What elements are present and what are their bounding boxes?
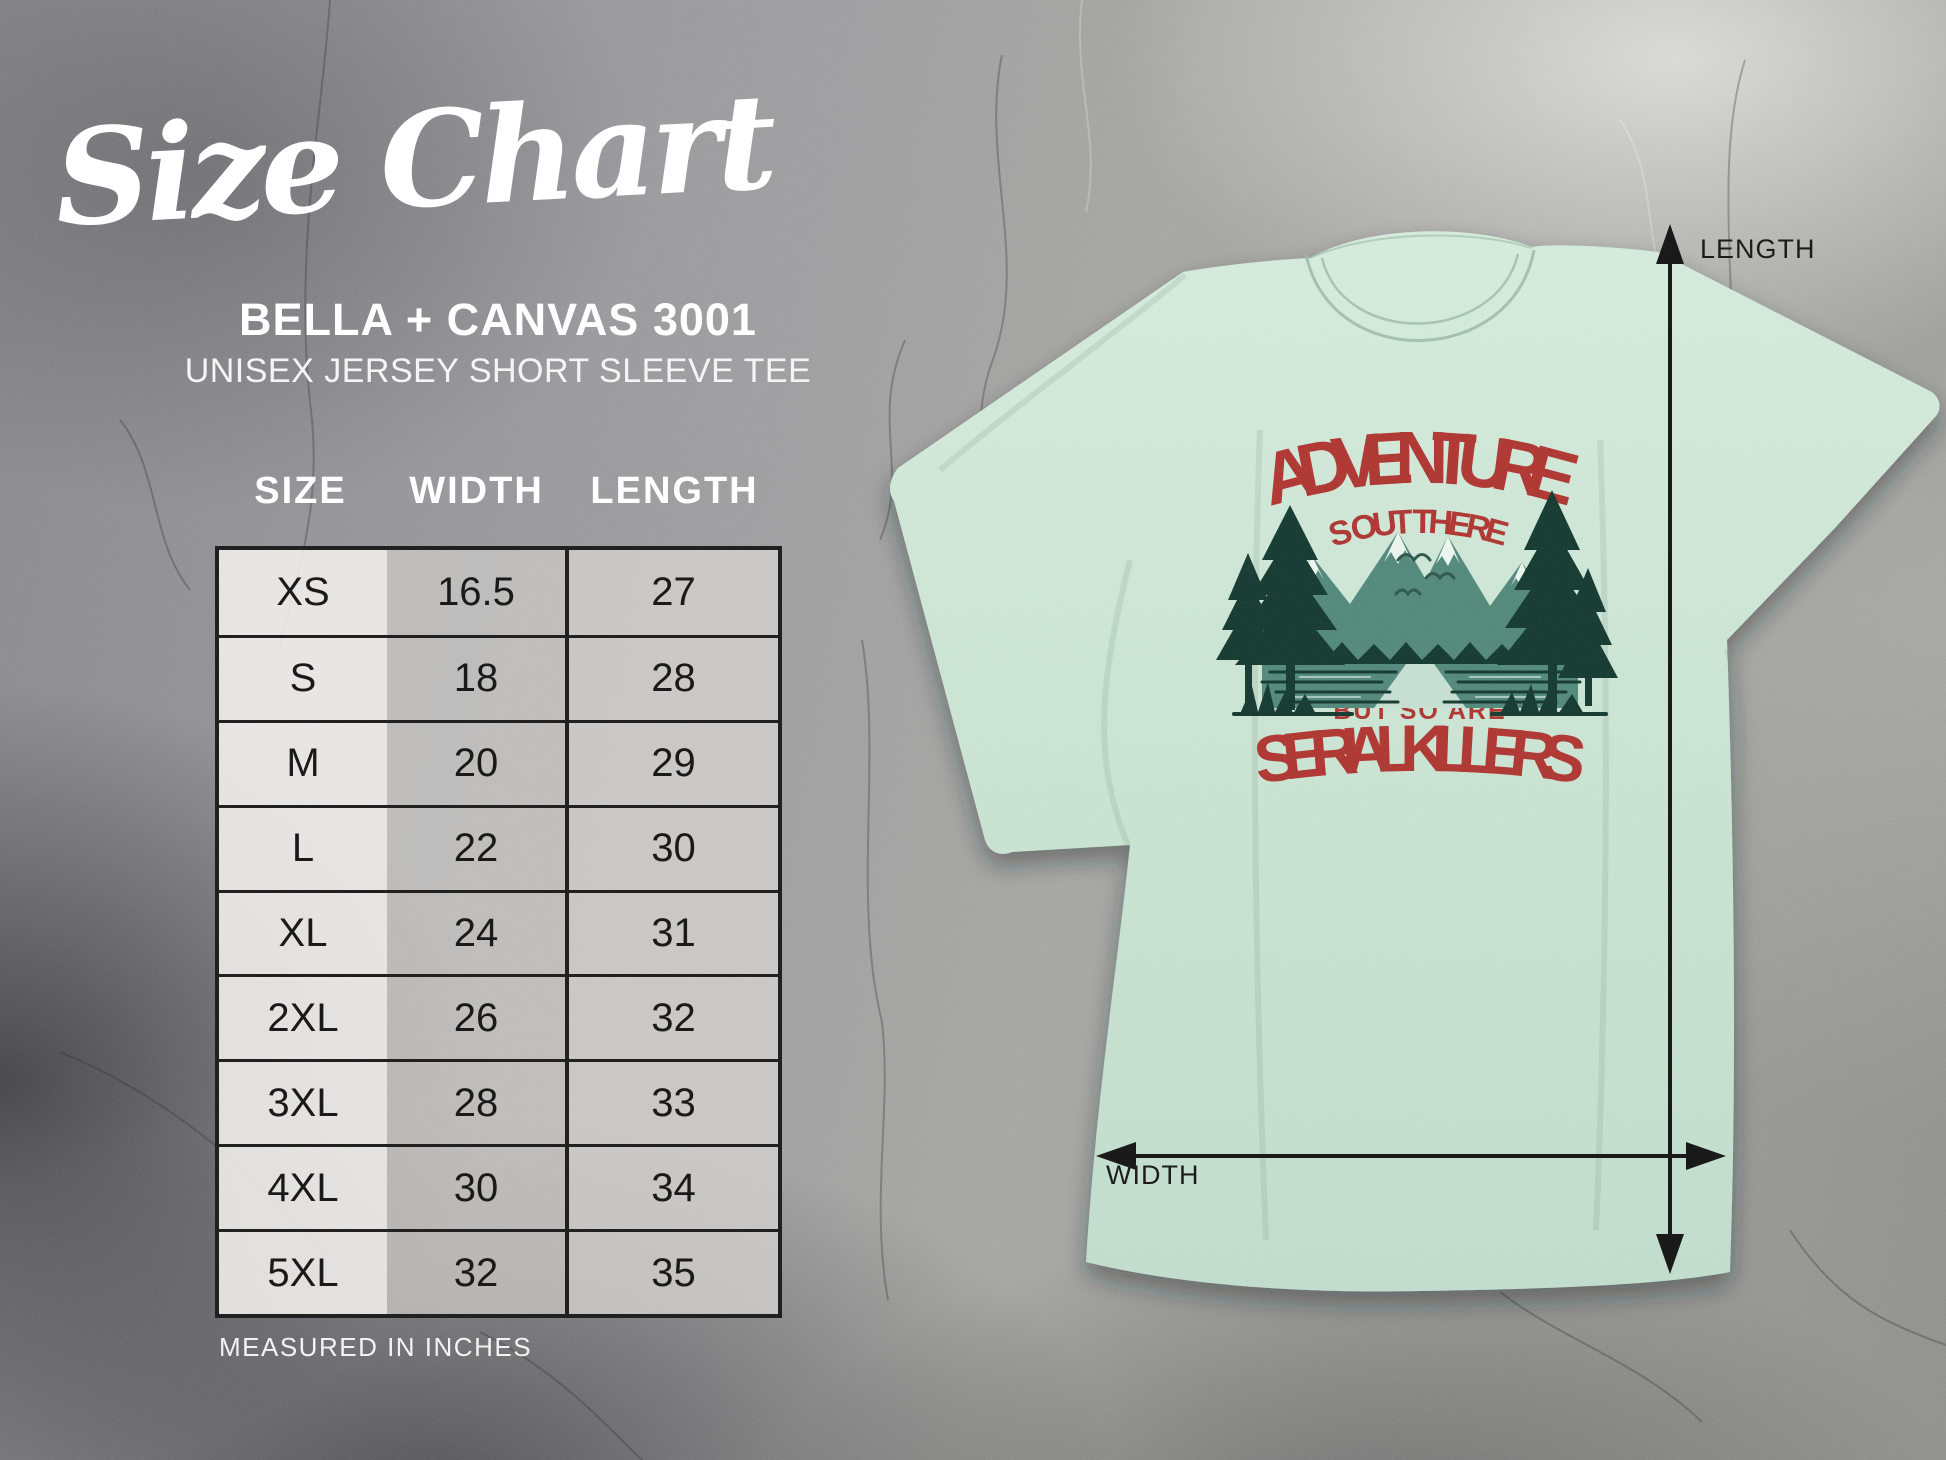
- length-measure-label: LENGTH: [1700, 234, 1816, 264]
- width-measure-label: WIDTH: [1106, 1160, 1200, 1190]
- svg-text:SERIAL KILLERS: SERIAL KILLERS: [1250, 711, 1591, 798]
- length-arrowhead-top: [1656, 224, 1684, 264]
- design-line-serial-killers: SERIAL KILLERS: [1250, 711, 1591, 798]
